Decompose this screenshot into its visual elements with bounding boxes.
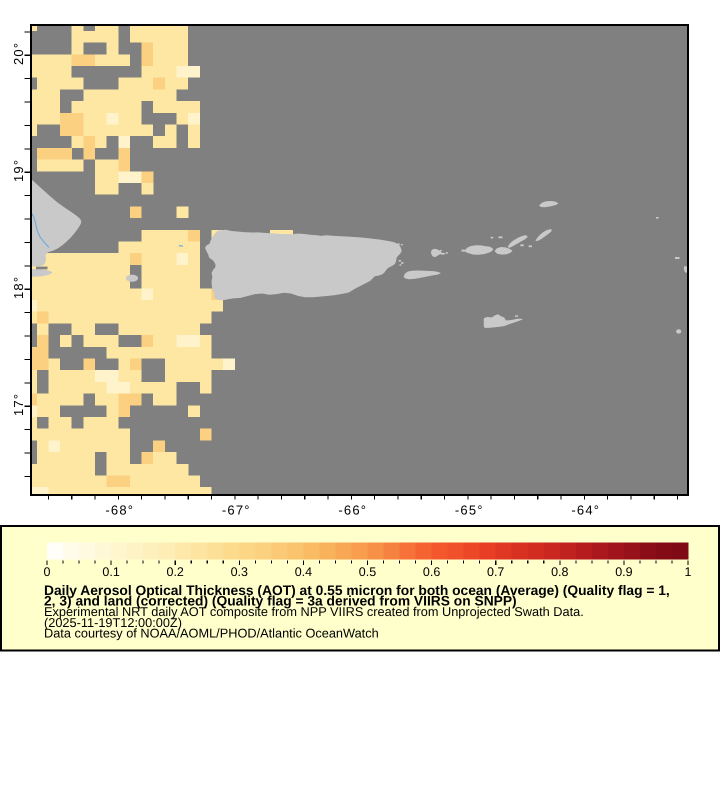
svg-text:19°: 19° xyxy=(11,159,26,182)
svg-text:-64°: -64° xyxy=(571,503,600,518)
svg-text:18°: 18° xyxy=(11,276,26,299)
svg-text:2, 3) and land (corrected) (Qu: 2, 3) and land (corrected) (Quality flag… xyxy=(44,594,517,609)
svg-text:0.8: 0.8 xyxy=(551,565,568,579)
svg-text:0.4: 0.4 xyxy=(295,565,312,579)
svg-text:0.2: 0.2 xyxy=(167,565,184,579)
svg-text:0.6: 0.6 xyxy=(423,565,440,579)
svg-text:0: 0 xyxy=(44,565,51,579)
svg-text:0.9: 0.9 xyxy=(615,565,632,579)
svg-text:Experimental NRT daily AOT com: Experimental NRT daily AOT composite fro… xyxy=(44,604,584,619)
svg-text:0.5: 0.5 xyxy=(359,565,376,579)
svg-text:0.1: 0.1 xyxy=(102,565,119,579)
svg-text:Data courtesy of NOAA/AOML/PHO: Data courtesy of NOAA/AOML/PHOD/Atlantic… xyxy=(44,625,379,640)
svg-text:-66°: -66° xyxy=(338,503,367,518)
svg-text:-67°: -67° xyxy=(222,503,251,518)
svg-text:Daily Aerosol Optical Thicknes: Daily Aerosol Optical Thickness (AOT) at… xyxy=(44,583,670,598)
svg-text:0.7: 0.7 xyxy=(487,565,504,579)
svg-text:(2025-11-19T12:00:00Z): (2025-11-19T12:00:00Z) xyxy=(44,615,182,630)
svg-text:20°: 20° xyxy=(11,42,26,65)
svg-text:-68°: -68° xyxy=(105,503,134,518)
svg-text:17°: 17° xyxy=(11,393,26,416)
svg-text:1: 1 xyxy=(685,565,692,579)
svg-text:0.3: 0.3 xyxy=(231,565,248,579)
svg-text:-65°: -65° xyxy=(455,503,484,518)
